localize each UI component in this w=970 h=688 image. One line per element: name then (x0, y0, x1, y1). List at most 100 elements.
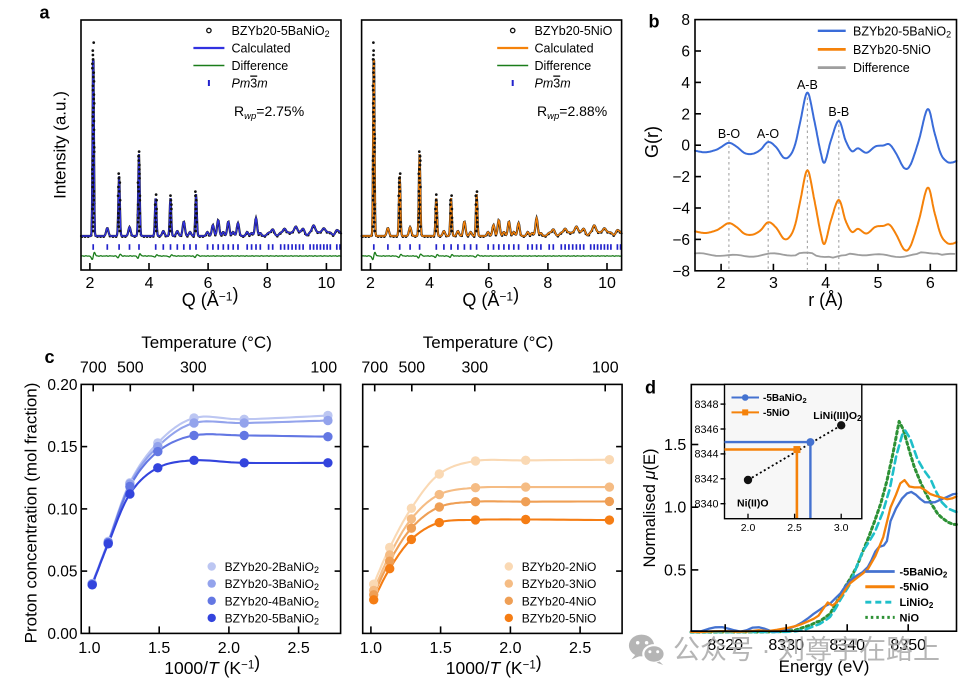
svg-text:2.5: 2.5 (569, 640, 591, 657)
svg-text:2: 2 (717, 275, 726, 292)
svg-text:8330: 8330 (768, 637, 804, 654)
svg-text:BZYb20-4BaNiO2: BZYb20-4BaNiO2 (225, 594, 319, 609)
svg-text:4: 4 (145, 275, 154, 292)
svg-text:8340: 8340 (694, 499, 718, 511)
svg-text:-5BaNiO2: -5BaNiO2 (763, 393, 807, 405)
svg-text:−4: −4 (672, 201, 690, 218)
svg-text:BZYb20-5NiO: BZYb20-5NiO (853, 43, 931, 57)
svg-text:-5NiO: -5NiO (900, 582, 930, 594)
svg-text:3.0: 3.0 (834, 522, 849, 534)
svg-text:Calculated: Calculated (232, 42, 291, 56)
svg-text:c: c (45, 347, 55, 367)
svg-text:3: 3 (769, 275, 778, 292)
svg-text:6: 6 (926, 275, 935, 292)
svg-text:G(r): G(r) (642, 126, 662, 158)
svg-text:BZYb20-5BaNiO2: BZYb20-5BaNiO2 (853, 24, 951, 39)
svg-text:8350: 8350 (890, 637, 926, 654)
svg-text:a: a (40, 3, 51, 23)
svg-text:5: 5 (874, 275, 883, 292)
svg-text:8320: 8320 (707, 637, 743, 654)
svg-text:500: 500 (398, 360, 425, 377)
svg-text:-5BaNiO2: -5BaNiO2 (900, 567, 948, 580)
svg-text:8348: 8348 (694, 399, 718, 411)
svg-text:2.5: 2.5 (288, 640, 310, 657)
svg-text:0.5: 0.5 (664, 562, 686, 579)
svg-text:BZYb20-3NiO: BZYb20-3NiO (522, 577, 597, 591)
svg-text:100: 100 (592, 360, 619, 377)
svg-text:-5NiO: -5NiO (763, 408, 790, 419)
svg-text:BZYb20-2NiO: BZYb20-2NiO (522, 560, 597, 574)
svg-text:−8: −8 (672, 263, 690, 280)
svg-text:2.0: 2.0 (218, 640, 240, 657)
svg-text:2: 2 (681, 106, 690, 123)
svg-text:700: 700 (80, 360, 107, 377)
svg-text:LiNi(III)O2: LiNi(III)O2 (813, 410, 862, 423)
svg-text:8340: 8340 (829, 637, 865, 654)
svg-text:300: 300 (180, 360, 207, 377)
svg-text:LiNiO2: LiNiO2 (900, 597, 934, 610)
svg-text:BZYb20-3BaNiO2: BZYb20-3BaNiO2 (225, 577, 319, 592)
svg-text:Calculated: Calculated (535, 42, 594, 56)
svg-text:300: 300 (461, 360, 488, 377)
svg-text:8344: 8344 (694, 449, 718, 461)
svg-text:500: 500 (117, 360, 144, 377)
svg-text:d: d (645, 378, 656, 398)
svg-text:1.5: 1.5 (148, 640, 170, 657)
svg-text:Ni(II)O: Ni(II)O (737, 498, 769, 510)
svg-text:B-O: B-O (718, 127, 741, 141)
svg-text:B-B: B-B (828, 105, 849, 119)
svg-text:4: 4 (425, 275, 434, 292)
svg-text:2: 2 (85, 275, 94, 292)
svg-text:Normalised μ(E): Normalised μ(E) (641, 448, 659, 567)
svg-text:100: 100 (310, 360, 337, 377)
svg-text:4: 4 (681, 75, 690, 92)
svg-text:1.0: 1.0 (78, 640, 100, 657)
svg-text:0.20: 0.20 (47, 377, 78, 394)
svg-text:b: b (649, 12, 660, 32)
svg-text:Temperature (°C): Temperature (°C) (141, 333, 272, 352)
svg-text:2: 2 (366, 275, 375, 292)
svg-text:Pm3m: Pm3m (535, 77, 571, 91)
svg-text:10: 10 (317, 275, 335, 292)
svg-text:2.0: 2.0 (499, 640, 521, 657)
svg-text:2.5: 2.5 (787, 522, 802, 534)
svg-text:−2: −2 (672, 169, 690, 186)
svg-text:Difference: Difference (853, 61, 910, 75)
svg-text:1.5: 1.5 (430, 640, 452, 657)
svg-text:0.15: 0.15 (47, 439, 77, 456)
svg-text:0.00: 0.00 (47, 626, 78, 643)
svg-text:−6: −6 (672, 232, 690, 249)
svg-text:BZYb20-5BaNiO2: BZYb20-5BaNiO2 (225, 611, 319, 626)
svg-text:8: 8 (681, 12, 690, 29)
svg-text:Temperature (°C): Temperature (°C) (423, 333, 554, 352)
svg-text:700: 700 (361, 360, 388, 377)
svg-text:0: 0 (681, 138, 690, 155)
svg-text:8346: 8346 (694, 424, 718, 436)
svg-text:8: 8 (543, 275, 552, 292)
svg-text:Difference: Difference (232, 59, 289, 73)
svg-text:NiO: NiO (900, 612, 920, 624)
svg-text:6: 6 (204, 275, 213, 292)
svg-text:1.0: 1.0 (664, 500, 686, 517)
svg-text:10: 10 (598, 275, 616, 292)
svg-text:8: 8 (263, 275, 272, 292)
svg-text:0.10: 0.10 (47, 501, 78, 518)
svg-text:BZYb20-2BaNiO2: BZYb20-2BaNiO2 (225, 560, 319, 575)
svg-text:2.0: 2.0 (741, 522, 756, 534)
svg-text:BZYb20-5NiO: BZYb20-5NiO (522, 611, 597, 625)
svg-text:Intensity (a.u.): Intensity (a.u.) (51, 91, 70, 199)
svg-text:8342: 8342 (694, 474, 718, 486)
svg-text:BZYb20-5NiO: BZYb20-5NiO (535, 24, 613, 38)
svg-text:A-O: A-O (757, 127, 780, 141)
svg-text:1.0: 1.0 (360, 640, 382, 657)
svg-text:0.05: 0.05 (47, 564, 77, 581)
svg-text:Proton concentration (mol frac: Proton concentration (mol fraction) (22, 383, 41, 644)
svg-text:Pm3m: Pm3m (232, 77, 268, 91)
svg-text:1.5: 1.5 (664, 437, 686, 454)
svg-text:6: 6 (484, 275, 493, 292)
svg-text:Energy (eV): Energy (eV) (779, 657, 870, 676)
svg-text:BZYb20-4NiO: BZYb20-4NiO (522, 594, 597, 608)
svg-text:公众号 · 刘尊宇在路上: 公众号 · 刘尊宇在路上 (673, 635, 940, 665)
svg-text:r (Å): r (Å) (808, 290, 843, 310)
svg-text:BZYb20-5BaNiO2: BZYb20-5BaNiO2 (232, 24, 330, 39)
